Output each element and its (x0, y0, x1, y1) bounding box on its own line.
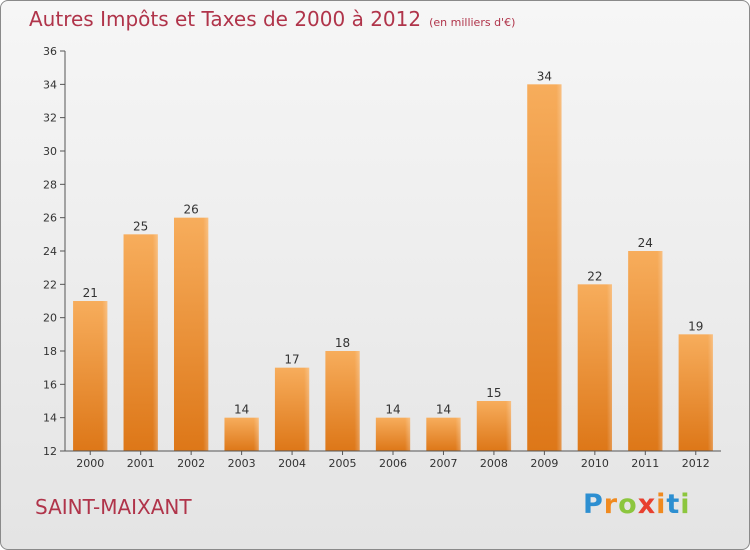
data-label-2004: 17 (284, 353, 299, 367)
x-tick-label: 2004 (278, 457, 306, 470)
bar-shine (123, 234, 158, 451)
data-label-2011: 24 (638, 236, 653, 250)
data-label-2009: 34 (537, 69, 552, 83)
bar-shine (577, 284, 613, 451)
bar-shine (173, 217, 209, 451)
y-tick-label: 16 (43, 378, 57, 391)
bar-shine (73, 301, 108, 451)
x-tick-label: 2007 (429, 457, 457, 470)
brand-letter: i (656, 489, 667, 520)
chart-subtitle: (en milliers d'€) (429, 16, 516, 29)
x-tick-label: 2006 (379, 457, 407, 470)
x-tick-label: 2008 (480, 457, 508, 470)
y-tick-label: 28 (43, 178, 57, 191)
y-tick-label: 22 (43, 278, 57, 291)
data-label-2012: 19 (688, 319, 703, 333)
x-tick-label: 2009 (530, 457, 558, 470)
bar-shine (274, 367, 310, 451)
y-tick-label: 18 (43, 345, 57, 358)
bar-shine (628, 251, 663, 451)
y-tick-label: 12 (43, 445, 57, 458)
data-label-2007: 14 (436, 403, 451, 417)
y-tick-label: 34 (43, 78, 57, 91)
bars-layer: 21 25 26 14 17 18 14 14 15 34 22 24 19 (73, 69, 713, 451)
brand-letter: o (618, 489, 638, 520)
bar-shine (325, 351, 360, 451)
x-tick-label: 2010 (581, 457, 609, 470)
bar-shine (476, 401, 512, 451)
bar-shine (426, 417, 461, 451)
brand-letter: t (666, 489, 681, 520)
bar-shine (527, 84, 562, 451)
data-label-2005: 18 (335, 336, 350, 350)
brand-logo: Proxiti (583, 489, 691, 520)
y-tick-label: 14 (43, 412, 57, 425)
y-tick-label: 32 (43, 112, 57, 125)
bar-shine (375, 417, 411, 451)
data-label-2008: 15 (486, 386, 501, 400)
x-tick-label: 2002 (177, 457, 205, 470)
x-tick-label: 2001 (127, 457, 155, 470)
y-tick-label: 20 (43, 312, 57, 325)
data-label-2006: 14 (385, 403, 400, 417)
data-label-2003: 14 (234, 403, 249, 417)
chart-title: Autres Impôts et Taxes de 2000 à 2012 (29, 7, 422, 31)
brand-letter: i (680, 489, 691, 520)
brand-letter: x (637, 489, 657, 520)
title-line: Autres Impôts et Taxes de 2000 à 2012 (en… (29, 7, 515, 31)
location-label: SAINT-MAIXANT (35, 495, 192, 519)
y-tick-label: 26 (43, 212, 57, 225)
brand-letter: r (603, 489, 619, 520)
bar-shine (678, 334, 713, 451)
x-tick-label: 2011 (631, 457, 659, 470)
y-tick-label: 30 (43, 145, 57, 158)
x-tick-label: 2000 (76, 457, 104, 470)
y-tick-label: 24 (43, 245, 57, 258)
data-label-2000: 21 (83, 286, 98, 300)
x-tick-label: 2003 (228, 457, 256, 470)
brand-letter: P (583, 489, 604, 520)
data-label-2010: 22 (587, 269, 602, 283)
x-tick-label: 2012 (682, 457, 710, 470)
axis-layer: 12 14 16 18 20 22 24 26 28 30 32 34 36 2000 2001 2002 20… (43, 45, 721, 470)
y-tick-label: 36 (43, 45, 57, 58)
data-label-2002: 26 (184, 203, 199, 217)
data-label-2001: 25 (133, 219, 148, 233)
x-tick-label: 2005 (329, 457, 357, 470)
bar-shine (224, 417, 259, 451)
